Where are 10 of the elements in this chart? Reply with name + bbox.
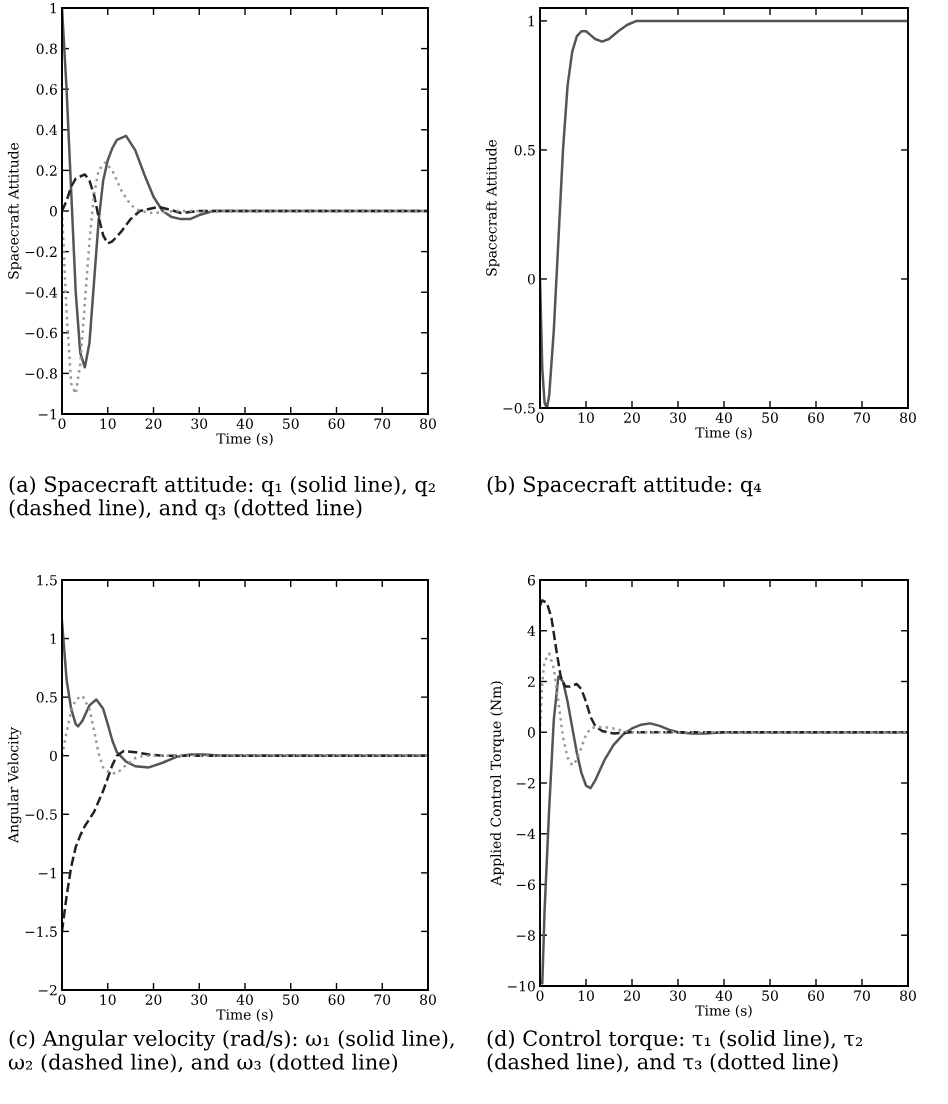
line-series [540, 599, 908, 735]
line-series [540, 652, 908, 767]
line-series [62, 694, 428, 775]
text: (d) Control torque: τ₁ (solid line), τ₂ (dashed line), and τ₃ (dotted line) [487, 1030, 863, 1073]
line-series [62, 173, 428, 245]
line-series [62, 749, 428, 933]
text: (a) Spacecraft attitude: q₁ (solid line), q₂ (dashed line), and q₃ (dotted line) [9, 476, 435, 520]
text: (b) Spacecraft attitude: q₄ [487, 476, 761, 497]
text: (c) Angular velocity (rad/s): ω₁ (solid line), ω₂ (dashed line), and ω₃ (dotted line) [8, 1030, 454, 1073]
line-series [62, 161, 428, 395]
